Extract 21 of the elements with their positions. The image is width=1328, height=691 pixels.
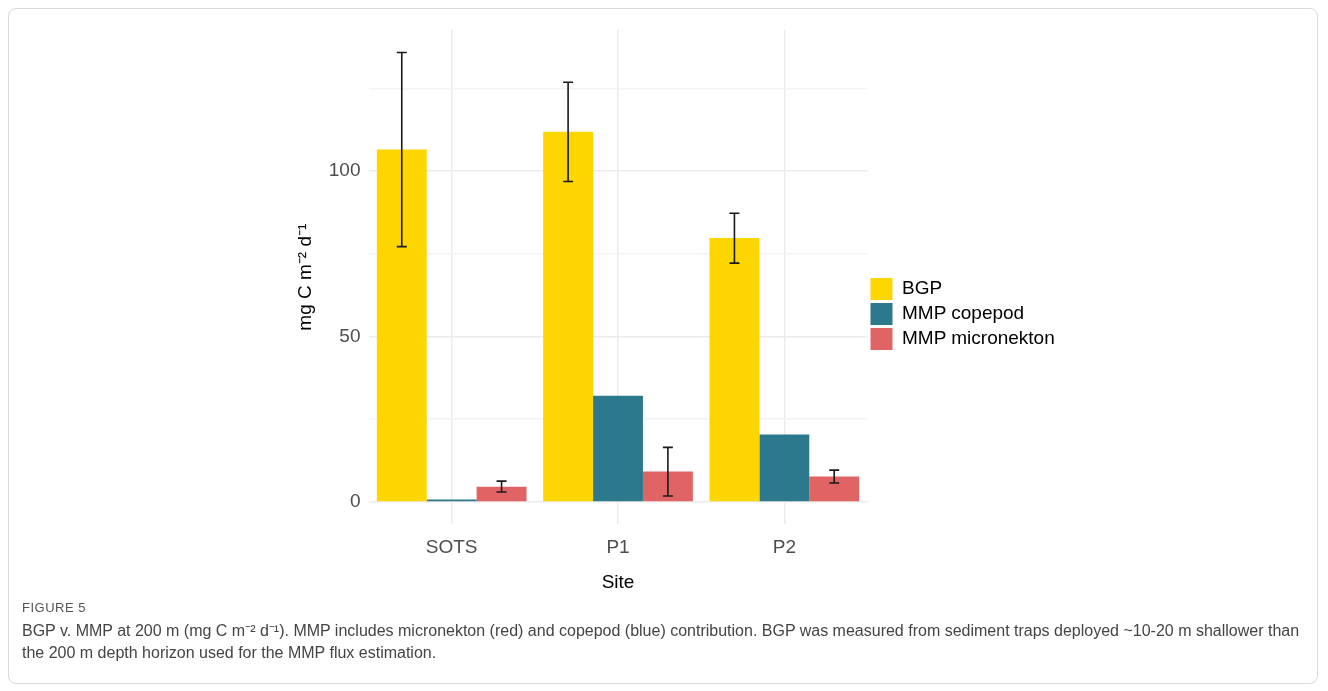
x-axis-title: Site (601, 570, 635, 592)
y-tick-label: 100 (328, 159, 361, 181)
bar (376, 149, 427, 502)
y-axis-title: mg C m⁻² d⁻¹ (293, 223, 315, 331)
caption: FIGURE 5 (22, 600, 86, 615)
x-tick-label: P2 (772, 536, 796, 558)
bar (593, 395, 643, 502)
legend-label: MMP copepod (902, 302, 1025, 324)
x-tick-label: P1 (606, 536, 630, 558)
legend-label: BGP (902, 277, 943, 299)
bar (476, 486, 527, 502)
y-tick-label: 0 (349, 490, 361, 512)
bar (709, 238, 760, 502)
legend-label: MMP micronekton (902, 327, 1055, 349)
bar (642, 471, 693, 502)
bar (759, 434, 810, 502)
y-tick-label: 50 (339, 324, 361, 346)
bar (809, 476, 860, 502)
bar (543, 131, 594, 502)
x-tick-label: SOTS (425, 536, 478, 558)
text: BGP v. MMP at 200 m (mg C m⁻² d⁻¹). MMP includes micronekton (red) and copepod (blue) contribution. BGP was measured from sediment traps deployed ~10-20 m shallower than the 200 m depth horizon used for the MMP flux estimation. (22, 621, 1301, 663)
